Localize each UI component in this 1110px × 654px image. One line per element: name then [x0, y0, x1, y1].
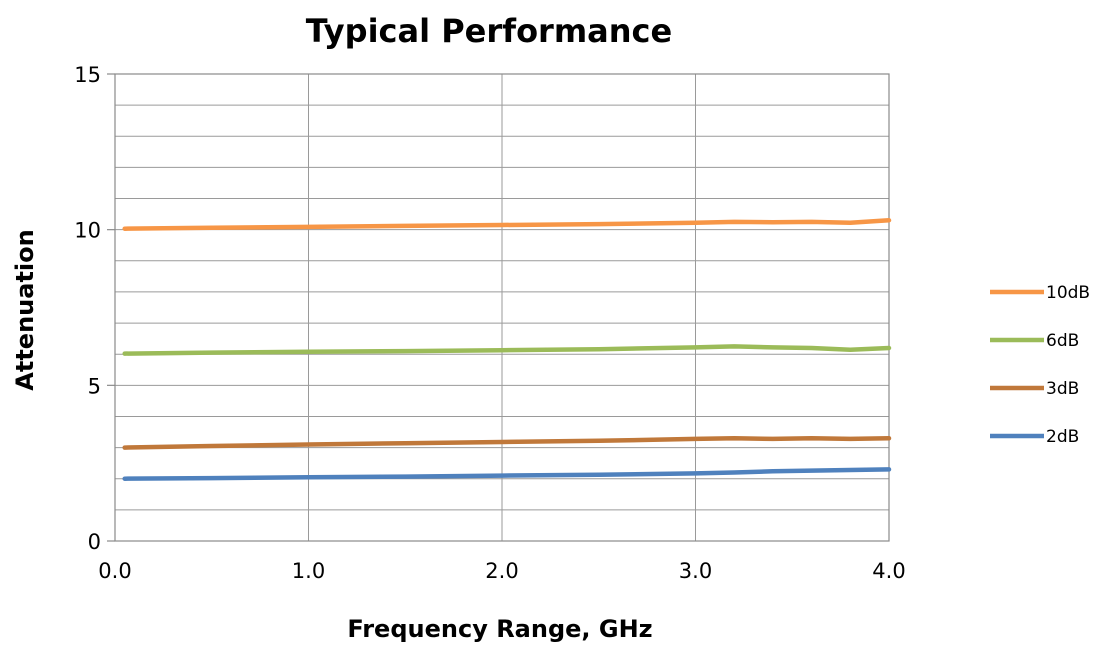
y-tick-label: 15	[74, 63, 101, 87]
legend-label-2dB: 2dB	[1046, 427, 1079, 447]
y-tick-label: 0	[88, 530, 101, 554]
legend-label-10dB: 10dB	[1046, 283, 1090, 303]
y-tick-label: 5	[88, 374, 101, 398]
y-axis-title: Attenuation	[11, 229, 39, 390]
tick-labels: 0.0 1.0 2.0 3.0 4.0 0 5 10 15	[74, 63, 905, 583]
chart-title: Typical Performance	[306, 12, 672, 50]
x-tick-label: 1.0	[292, 559, 325, 583]
legend: 10dB 6dB 3dB 2dB	[990, 283, 1090, 447]
x-tick-label: 4.0	[872, 559, 905, 583]
y-tick-label: 10	[74, 219, 101, 243]
series-line-6dB	[122, 344, 892, 356]
legend-label-3dB: 3dB	[1046, 379, 1079, 399]
series-line-3dB	[122, 436, 892, 450]
series-lines	[122, 218, 892, 481]
legend-label-6dB: 6dB	[1046, 331, 1079, 351]
x-tick-label: 0.0	[98, 559, 131, 583]
plot-border	[114, 73, 890, 542]
series-line-2dB	[122, 467, 892, 481]
x-tick-label: 2.0	[485, 559, 518, 583]
x-axis-title: Frequency Range, GHz	[347, 615, 652, 643]
x-tick-label: 3.0	[679, 559, 712, 583]
series-line-10dB	[122, 218, 892, 231]
